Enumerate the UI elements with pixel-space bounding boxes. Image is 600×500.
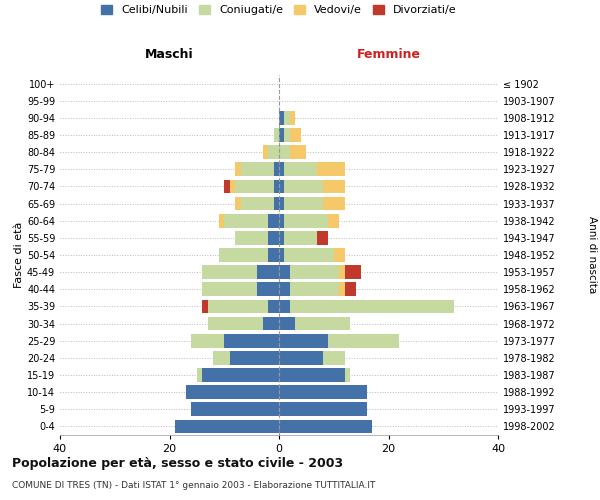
Bar — [345, 282, 356, 296]
Bar — [274, 196, 279, 210]
Legend: Celibi/Nubili, Coniugati/e, Vedovi/e, Divorziati/e: Celibi/Nubili, Coniugati/e, Vedovi/e, Di… — [101, 5, 457, 15]
Bar — [208, 300, 268, 314]
Bar — [186, 386, 279, 399]
Text: COMUNE DI TRES (TN) - Dati ISTAT 1° gennaio 2003 - Elaborazione TUTTITALIA.IT: COMUNE DI TRES (TN) - Dati ISTAT 1° genn… — [12, 481, 376, 490]
Text: Femmine: Femmine — [356, 48, 421, 62]
Bar — [295, 316, 350, 330]
Bar — [279, 300, 290, 314]
Bar — [279, 351, 323, 364]
Bar — [279, 196, 284, 210]
Bar — [284, 196, 323, 210]
Bar — [241, 162, 274, 176]
Bar — [339, 266, 345, 279]
Bar — [268, 248, 279, 262]
Bar — [274, 162, 279, 176]
Bar — [279, 420, 372, 434]
Bar — [345, 368, 350, 382]
Bar — [328, 214, 339, 228]
Bar — [279, 248, 284, 262]
Text: Popolazione per età, sesso e stato civile - 2003: Popolazione per età, sesso e stato civil… — [12, 458, 343, 470]
Bar — [284, 214, 328, 228]
Bar — [339, 282, 345, 296]
Bar — [219, 248, 268, 262]
Bar — [328, 334, 400, 347]
Bar — [279, 214, 284, 228]
Bar — [334, 248, 344, 262]
Bar — [235, 231, 268, 244]
Bar — [230, 180, 235, 194]
Bar — [268, 146, 279, 159]
Bar — [279, 231, 284, 244]
Bar — [235, 196, 241, 210]
Bar — [279, 282, 290, 296]
Bar — [284, 248, 334, 262]
Bar — [219, 214, 224, 228]
Bar — [268, 231, 279, 244]
Bar — [345, 266, 361, 279]
Bar — [279, 386, 367, 399]
Bar — [235, 180, 274, 194]
Bar — [268, 214, 279, 228]
Bar — [279, 368, 345, 382]
Bar — [191, 334, 224, 347]
Bar — [290, 111, 295, 124]
Bar — [284, 180, 323, 194]
Bar — [323, 351, 345, 364]
Bar — [257, 266, 279, 279]
Bar — [279, 180, 284, 194]
Bar — [323, 196, 345, 210]
Bar — [235, 162, 241, 176]
Bar — [274, 180, 279, 194]
Bar — [191, 402, 279, 416]
Bar — [284, 128, 290, 142]
Bar — [279, 266, 290, 279]
Bar — [224, 180, 230, 194]
Bar — [202, 300, 208, 314]
Bar — [263, 146, 268, 159]
Bar — [224, 214, 268, 228]
Bar — [263, 316, 279, 330]
Bar — [268, 300, 279, 314]
Bar — [279, 402, 367, 416]
Bar — [208, 316, 263, 330]
Bar — [279, 146, 290, 159]
Bar — [202, 368, 279, 382]
Bar — [284, 111, 290, 124]
Y-axis label: Fasce di età: Fasce di età — [14, 222, 24, 288]
Bar — [290, 300, 454, 314]
Bar — [279, 128, 284, 142]
Bar — [214, 351, 230, 364]
Bar — [202, 266, 257, 279]
Bar — [257, 282, 279, 296]
Text: Anni di nascita: Anni di nascita — [587, 216, 597, 294]
Bar — [197, 368, 202, 382]
Bar — [279, 334, 328, 347]
Bar — [224, 334, 279, 347]
Bar — [317, 162, 344, 176]
Bar — [279, 316, 295, 330]
Bar — [202, 282, 257, 296]
Bar — [290, 128, 301, 142]
Bar — [290, 282, 339, 296]
Bar — [290, 146, 307, 159]
Bar — [230, 351, 279, 364]
Bar — [175, 420, 279, 434]
Bar — [279, 111, 284, 124]
Bar — [241, 196, 274, 210]
Bar — [284, 162, 317, 176]
Bar — [317, 231, 328, 244]
Bar — [279, 162, 284, 176]
Bar — [323, 180, 345, 194]
Bar — [284, 231, 317, 244]
Bar — [290, 266, 339, 279]
Text: Maschi: Maschi — [145, 48, 194, 62]
Bar — [274, 128, 279, 142]
